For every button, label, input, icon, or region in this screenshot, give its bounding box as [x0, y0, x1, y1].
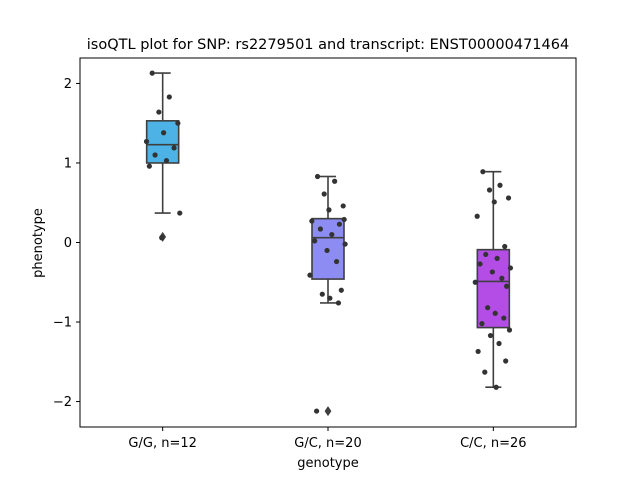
data-point: [163, 157, 170, 164]
data-point: [499, 275, 505, 281]
data-point: [161, 130, 167, 136]
data-point: [501, 315, 507, 321]
data-point: [483, 251, 489, 258]
x-tick-label: G/G, n=12: [128, 436, 196, 451]
data-point: [335, 300, 342, 306]
data-point: [317, 226, 323, 232]
data-point: [175, 120, 181, 126]
data-point: [479, 321, 485, 327]
data-point: [496, 340, 502, 347]
y-tick-label: −1: [53, 316, 72, 331]
data-point: [505, 195, 512, 201]
data-point: [480, 169, 486, 175]
data-point: [326, 207, 332, 213]
data-point: [491, 199, 497, 205]
data-point: [314, 173, 321, 180]
box-body: [476, 248, 511, 329]
data-point: [340, 203, 346, 209]
data-point: [149, 70, 155, 76]
data-point: [329, 231, 335, 238]
data-point: [333, 258, 340, 265]
data-point: [146, 163, 152, 169]
data-point: [338, 287, 344, 293]
data-point: [156, 109, 162, 115]
data-point: [332, 178, 338, 184]
data-point: [171, 145, 177, 151]
box-outlier: [324, 406, 332, 417]
data-point: [166, 94, 172, 100]
x-tick-label: C/C, n=26: [460, 436, 526, 451]
y-axis: 2 1 0 −1 −2: [53, 77, 80, 410]
data-point: [507, 265, 514, 271]
data-point: [482, 369, 488, 375]
data-point: [475, 348, 481, 355]
x-axis-label: genotype: [297, 456, 358, 471]
data-point: [494, 255, 500, 262]
data-point: [327, 295, 333, 301]
box-body: [145, 120, 180, 164]
data-point: [489, 269, 495, 275]
y-tick-label: −2: [53, 395, 72, 410]
data-point: [336, 221, 342, 227]
x-axis: G/G, n=12 G/C, n=20 C/C, n=26: [128, 427, 527, 451]
data-point: [503, 358, 509, 364]
y-tick-label: 2: [64, 77, 72, 92]
data-point: [312, 238, 318, 244]
x-tick-label: G/C, n=20: [294, 436, 361, 451]
data-point: [342, 241, 348, 247]
data-point: [314, 408, 320, 414]
data-point: [497, 182, 503, 188]
data-point: [492, 310, 498, 316]
data-point: [502, 243, 508, 250]
data-point: [485, 305, 491, 311]
data-point: [472, 279, 478, 285]
y-tick-label: 0: [64, 236, 72, 251]
data-point: [307, 272, 313, 278]
chart-title: isoQTL plot for SNP: rs2279501 and trans…: [87, 37, 569, 53]
data-point: [177, 210, 183, 216]
data-point: [506, 327, 513, 333]
data-point: [504, 283, 510, 289]
data-point: [143, 138, 150, 145]
data-point: [152, 152, 158, 158]
data-point: [474, 213, 480, 219]
data-point: [159, 235, 165, 241]
data-point: [321, 191, 327, 197]
data-point: [493, 384, 499, 390]
y-tick-label: 1: [64, 156, 72, 171]
data-point: [486, 187, 493, 193]
data-point: [319, 291, 325, 297]
data-point: [324, 247, 330, 254]
data-point: [309, 218, 315, 224]
data-point: [487, 332, 494, 339]
points-layer: [143, 70, 514, 414]
data-point: [341, 216, 347, 223]
y-axis-label: phenotype: [31, 208, 46, 278]
data-point: [477, 261, 483, 267]
